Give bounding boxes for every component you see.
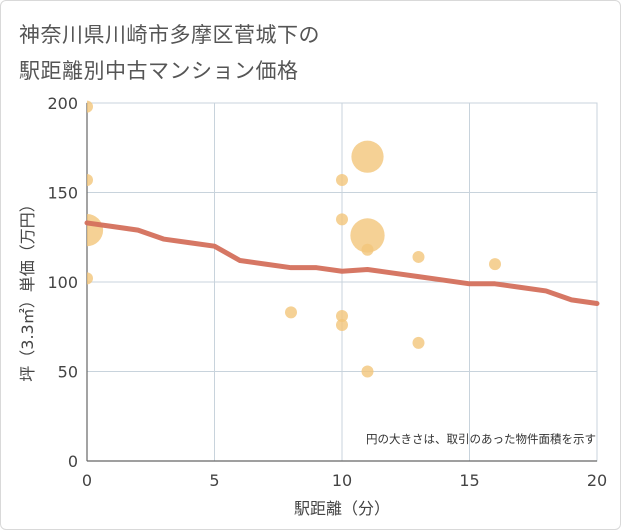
bubble-point-13	[412, 250, 425, 263]
bubble-point-15	[489, 258, 501, 271]
y-axis-label: 坪（3.3㎡）単価（万円）	[18, 196, 37, 381]
bubble-point-4	[285, 306, 297, 319]
y-tick-label-0: 0	[68, 452, 78, 471]
bubble-point-7	[336, 310, 348, 323]
bubble-point-9	[351, 140, 384, 173]
bubble-point-10	[350, 218, 385, 253]
bubble-point-8	[336, 318, 348, 331]
bubble-point-3	[87, 272, 93, 285]
labels: 駅距離（分） 坪（3.3㎡）単価（万円） 円の大きさは、取引のあった物件面積を示…	[18, 196, 596, 518]
chart-title-line-2: 駅距離別中古マンション価格	[19, 59, 299, 83]
bubble-point-1	[87, 173, 93, 186]
bubble-point-2	[87, 213, 104, 247]
y-tick-label-100: 100	[47, 273, 78, 292]
bubble-point-12	[361, 365, 374, 378]
chart-title-line-1: 神奈川県川崎市多摩区菅城下の	[19, 23, 320, 47]
y-tick-label-150: 150	[47, 184, 78, 203]
grid	[86, 102, 598, 462]
x-axis-label: 駅距離（分）	[294, 499, 390, 518]
chart-title: 神奈川県川崎市多摩区菅城下の 駅距離別中古マンション価格	[19, 17, 579, 89]
x-tick-label-0: 0	[82, 471, 92, 490]
bubble-point-14	[412, 336, 425, 349]
y-tick-label-50: 50	[58, 363, 78, 382]
x-tick-label-20: 20	[587, 471, 607, 490]
bubble-point-0	[87, 100, 93, 113]
x-tick-label-15: 15	[459, 471, 479, 490]
x-tick-label-10: 10	[332, 471, 352, 490]
bubble-size-note: 円の大きさは、取引のあった物件面積を示す	[366, 432, 596, 446]
x-tick-label-5: 5	[209, 471, 219, 490]
bubbles	[87, 100, 501, 378]
trend-line	[84, 220, 600, 306]
bubble-point-11	[361, 243, 374, 256]
bubble-point-5	[336, 173, 348, 186]
bubble-point-6	[336, 213, 348, 226]
trend-polyline	[84, 220, 600, 306]
y-tick-label-200: 200	[47, 94, 78, 113]
